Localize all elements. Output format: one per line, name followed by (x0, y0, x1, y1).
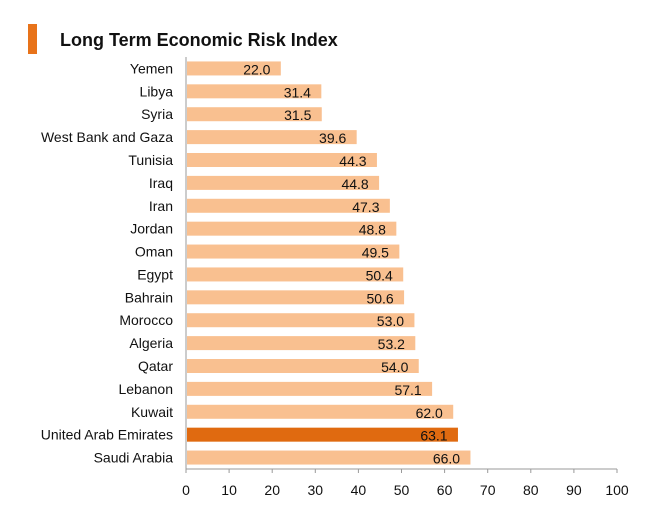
value-label: 66.0 (433, 451, 460, 467)
bar-syria (187, 107, 322, 122)
x-tick-label: 10 (221, 482, 237, 498)
category-label: Jordan (130, 221, 173, 237)
value-label: 57.1 (394, 382, 421, 398)
category-label: West Bank and Gaza (41, 129, 173, 145)
value-label: 49.5 (362, 245, 389, 261)
bar-united-arab-emirates (187, 427, 458, 442)
bar-west-bank-and-gaza (187, 130, 357, 145)
bar-lebanon (187, 381, 433, 396)
category-label: Saudi Arabia (94, 450, 174, 466)
value-label-group: 22.0 31.4 31.5 39.6 44.3 44.8 47.3 48.8 49.5 50.4… (243, 61, 460, 466)
value-label: 63.1 (420, 428, 447, 444)
category-label: Algeria (129, 335, 173, 351)
value-label: 39.6 (319, 130, 346, 146)
value-label: 44.3 (339, 153, 366, 169)
bar-egypt (187, 267, 404, 282)
x-tick-label: 30 (308, 482, 324, 498)
value-label: 44.8 (341, 176, 368, 192)
bar-bahrain (187, 290, 405, 305)
category-label: Libya (140, 83, 174, 99)
value-label: 62.0 (416, 405, 443, 421)
x-tick-group: 0 10 20 30 40 50 60 70 80 90 100 (182, 469, 629, 498)
x-tick-label: 20 (264, 482, 280, 498)
bar-morocco (187, 313, 415, 328)
bar-iraq (187, 175, 380, 190)
category-label: Lebanon (118, 381, 173, 397)
x-tick-label: 70 (480, 482, 496, 498)
category-label: United Arab Emirates (41, 427, 173, 443)
x-tick-label: 40 (351, 482, 367, 498)
bar-qatar (187, 359, 419, 373)
bar-oman (187, 244, 400, 259)
chart-title: Long Term Economic Risk Index (60, 30, 338, 50)
bar-saudi-arabia (187, 450, 471, 465)
category-label: Syria (141, 106, 173, 122)
value-label: 31.4 (284, 84, 311, 100)
value-label: 53.0 (377, 313, 404, 329)
x-tick-label: 50 (394, 482, 410, 498)
value-label: 47.3 (352, 199, 379, 215)
category-label: Oman (135, 244, 173, 260)
category-label: Egypt (137, 266, 173, 282)
x-tick-label: 90 (566, 482, 582, 498)
bar-group (187, 61, 471, 465)
category-label: Yemen (130, 60, 173, 76)
x-tick-label: 0 (182, 482, 190, 498)
category-label: Morocco (119, 312, 173, 328)
value-label: 54.0 (381, 359, 408, 375)
value-label: 48.8 (359, 222, 386, 238)
category-label: Qatar (138, 358, 173, 374)
bar-algeria (187, 336, 416, 351)
category-label: Bahrain (125, 289, 173, 305)
x-tick-label: 60 (437, 482, 453, 498)
x-tick-label: 100 (605, 482, 629, 498)
category-label: Tunisia (128, 152, 173, 168)
bar-libya (187, 84, 322, 99)
category-label: Iran (149, 198, 173, 214)
bar-iran (187, 198, 390, 213)
value-label: 50.6 (366, 290, 393, 306)
bar-tunisia (187, 153, 377, 167)
title-accent-bar (28, 24, 37, 54)
x-tick-label: 80 (523, 482, 539, 498)
category-label: Iraq (149, 175, 173, 191)
category-label-group: Yemen Libya Syria West Bank and Gaza Tunisia… (41, 60, 174, 465)
category-label: Kuwait (131, 404, 173, 420)
value-label: 31.5 (284, 107, 311, 123)
value-label: 53.2 (378, 336, 405, 352)
value-label: 50.4 (366, 267, 393, 283)
bar-kuwait (187, 404, 454, 419)
value-label: 22.0 (243, 61, 270, 77)
bar-yemen (187, 61, 281, 76)
bar-jordan (187, 221, 397, 236)
